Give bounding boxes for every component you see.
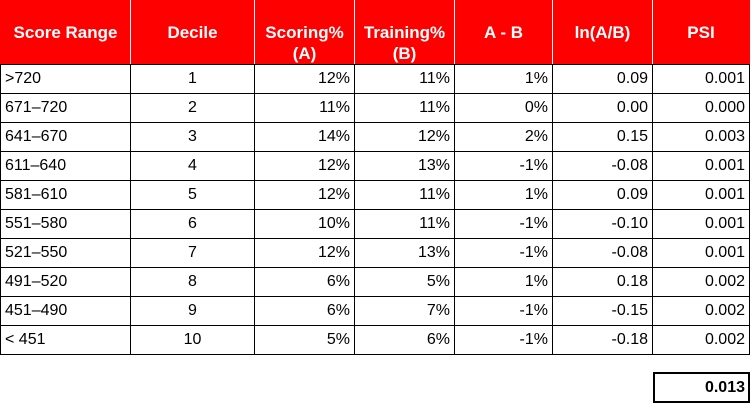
cell-training-pct: 13% xyxy=(354,151,455,181)
header-score-range-label: Score Range xyxy=(13,23,118,42)
cell-a-minus-b: -1% xyxy=(454,238,553,268)
cell-training-pct: 12% xyxy=(354,122,455,152)
cell-decile: 3 xyxy=(130,122,255,152)
cell-a-minus-b: -1% xyxy=(454,296,553,326)
psi-table: Score Range Decile Scoring% (A) Training… xyxy=(0,0,750,355)
cell-ln-ratio: 0.00 xyxy=(552,93,653,123)
cell-ln-ratio: -0.08 xyxy=(552,238,653,268)
header-psi: PSI xyxy=(652,0,750,65)
cell-score-range: < 451 xyxy=(0,325,131,355)
cell-psi: 0.003 xyxy=(652,122,750,152)
cell-psi: 0.001 xyxy=(652,64,750,94)
cell-scoring-pct: 12% xyxy=(254,238,355,268)
cell-score-range: 641–670 xyxy=(0,122,131,152)
cell-decile: 6 xyxy=(130,209,255,239)
cell-ln-ratio: -0.15 xyxy=(552,296,653,326)
table-row: >720 1 12% 11% 1% 0.09 0.001 xyxy=(0,64,750,94)
cell-training-pct: 11% xyxy=(354,180,455,210)
header-scoring-pct-label: Scoring% (A) xyxy=(265,23,344,63)
cell-training-pct: 11% xyxy=(354,93,455,123)
header-training-pct-label: Training% (B) xyxy=(363,23,446,63)
cell-score-range: 451–490 xyxy=(0,296,131,326)
cell-training-pct: 11% xyxy=(354,64,455,94)
cell-decile: 9 xyxy=(130,296,255,326)
table-row: 451–490 9 6% 7% -1% -0.15 0.002 xyxy=(0,296,750,326)
cell-scoring-pct: 10% xyxy=(254,209,355,239)
total-psi-cell: 0.013 xyxy=(653,372,750,403)
table-row: 491–520 8 6% 5% 1% 0.18 0.002 xyxy=(0,267,750,297)
cell-a-minus-b: -1% xyxy=(454,151,553,181)
cell-a-minus-b: 1% xyxy=(454,180,553,210)
cell-ln-ratio: 0.15 xyxy=(552,122,653,152)
cell-training-pct: 5% xyxy=(354,267,455,297)
cell-ln-ratio: 0.09 xyxy=(552,64,653,94)
cell-psi: 0.001 xyxy=(652,238,750,268)
cell-ln-ratio: -0.10 xyxy=(552,209,653,239)
table-row: 551–580 6 10% 11% -1% -0.10 0.001 xyxy=(0,209,750,239)
header-ln-ratio: ln(A/B) xyxy=(552,0,653,65)
cell-ln-ratio: -0.18 xyxy=(552,325,653,355)
cell-score-range: 491–520 xyxy=(0,267,131,297)
table-row: 521–550 7 12% 13% -1% -0.08 0.001 xyxy=(0,238,750,268)
cell-scoring-pct: 6% xyxy=(254,267,355,297)
cell-a-minus-b: 0% xyxy=(454,93,553,123)
cell-psi: 0.002 xyxy=(652,325,750,355)
cell-psi: 0.001 xyxy=(652,151,750,181)
table-row: 641–670 3 14% 12% 2% 0.15 0.003 xyxy=(0,122,750,152)
cell-decile: 10 xyxy=(130,325,255,355)
table-row: 611–640 4 12% 13% -1% -0.08 0.001 xyxy=(0,151,750,181)
cell-a-minus-b: 1% xyxy=(454,267,553,297)
cell-scoring-pct: 6% xyxy=(254,296,355,326)
total-psi-value: 0.013 xyxy=(704,379,745,396)
table-row: 581–610 5 12% 11% 1% 0.09 0.001 xyxy=(0,180,750,210)
cell-decile: 4 xyxy=(130,151,255,181)
cell-training-pct: 13% xyxy=(354,238,455,268)
cell-training-pct: 11% xyxy=(354,209,455,239)
cell-psi: 0.000 xyxy=(652,93,750,123)
cell-scoring-pct: 12% xyxy=(254,64,355,94)
cell-ln-ratio: 0.09 xyxy=(552,180,653,210)
cell-score-range: 551–580 xyxy=(0,209,131,239)
cell-scoring-pct: 14% xyxy=(254,122,355,152)
header-decile: Decile xyxy=(130,0,255,65)
header-score-range: Score Range xyxy=(0,0,131,65)
header-scoring-pct: Scoring% (A) xyxy=(254,0,355,65)
cell-scoring-pct: 12% xyxy=(254,151,355,181)
cell-psi: 0.001 xyxy=(652,209,750,239)
cell-ln-ratio: 0.18 xyxy=(552,267,653,297)
cell-a-minus-b: 2% xyxy=(454,122,553,152)
cell-a-minus-b: -1% xyxy=(454,325,553,355)
cell-score-range: 671–720 xyxy=(0,93,131,123)
header-a-minus-b-label: A - B xyxy=(483,23,524,42)
cell-score-range: >720 xyxy=(0,64,131,94)
cell-decile: 1 xyxy=(130,64,255,94)
cell-psi: 0.001 xyxy=(652,180,750,210)
cell-decile: 5 xyxy=(130,180,255,210)
cell-decile: 8 xyxy=(130,267,255,297)
cell-score-range: 611–640 xyxy=(0,151,131,181)
cell-training-pct: 6% xyxy=(354,325,455,355)
table-row: < 451 10 5% 6% -1% -0.18 0.002 xyxy=(0,325,750,355)
cell-decile: 7 xyxy=(130,238,255,268)
table-row: 671–720 2 11% 11% 0% 0.00 0.000 xyxy=(0,93,750,123)
cell-ln-ratio: -0.08 xyxy=(552,151,653,181)
cell-score-range: 521–550 xyxy=(0,238,131,268)
header-a-minus-b: A - B xyxy=(454,0,553,65)
header-decile-label: Decile xyxy=(167,23,218,42)
header-training-pct: Training% (B) xyxy=(354,0,455,65)
header-psi-label: PSI xyxy=(687,23,715,42)
cell-a-minus-b: 1% xyxy=(454,64,553,94)
cell-score-range: 581–610 xyxy=(0,180,131,210)
cell-decile: 2 xyxy=(130,93,255,123)
cell-psi: 0.002 xyxy=(652,296,750,326)
cell-a-minus-b: -1% xyxy=(454,209,553,239)
cell-training-pct: 7% xyxy=(354,296,455,326)
cell-scoring-pct: 12% xyxy=(254,180,355,210)
cell-scoring-pct: 11% xyxy=(254,93,355,123)
cell-scoring-pct: 5% xyxy=(254,325,355,355)
cell-psi: 0.002 xyxy=(652,267,750,297)
header-row: Score Range Decile Scoring% (A) Training… xyxy=(0,0,750,65)
header-ln-ratio-label: ln(A/B) xyxy=(574,23,631,42)
